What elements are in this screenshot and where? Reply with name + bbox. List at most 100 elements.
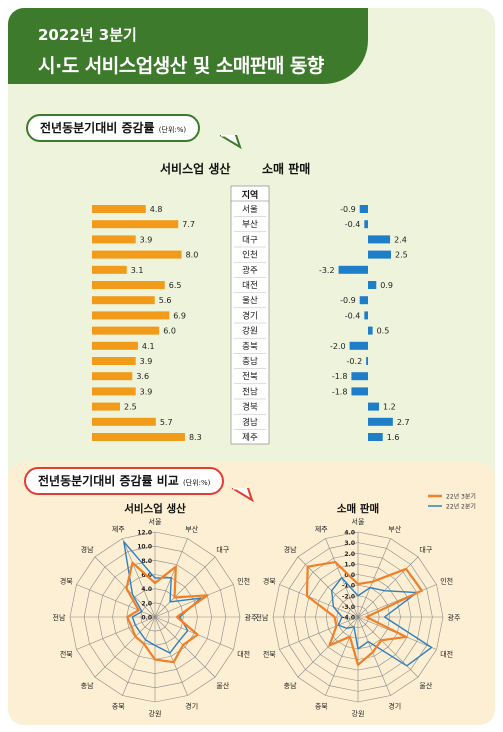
- retail-bar: [368, 402, 380, 411]
- retail-bar-value: 1.2: [383, 403, 396, 412]
- region-label: 경기: [242, 310, 258, 321]
- service-bar-value: 3.1: [131, 266, 144, 275]
- radar-category-label: 경북: [60, 576, 73, 585]
- service-bar-value: 3.6: [136, 372, 149, 381]
- radar-category-label: 광주: [448, 614, 461, 622]
- retail-bar: [368, 281, 377, 289]
- section1-title: 전년동분기대비 증감률: [40, 121, 155, 135]
- radar-category-label: 강원: [352, 709, 365, 718]
- radar-category-label: 경기: [388, 702, 401, 711]
- region-label: 대전: [242, 280, 258, 291]
- service-bar-value: 2.5: [124, 403, 137, 412]
- radar-spoke: [154, 616, 216, 678]
- retail-bar-value: -1.8: [332, 372, 348, 381]
- retail-bar: [351, 387, 368, 396]
- retail-bar-value: 2.4: [394, 235, 407, 244]
- radar-spoke: [357, 538, 391, 618]
- radar-series-line: [331, 577, 433, 667]
- section1-title-bubble: 전년동분기대비 증감률 (단위:%): [26, 114, 201, 142]
- radar-category-label: 강원: [149, 709, 162, 718]
- region-label: 부산: [242, 219, 258, 230]
- retail-bar: [349, 341, 368, 350]
- service-bar: [92, 205, 146, 213]
- radar-spoke: [154, 556, 216, 618]
- service-bar: [92, 265, 127, 274]
- radar-tick-label: 3.0: [344, 540, 355, 547]
- radar-spoke: [154, 616, 188, 696]
- retail-bar: [368, 235, 391, 244]
- service-bar-value: 6.0: [163, 327, 176, 336]
- radar-tick-label: 2.0: [344, 551, 355, 558]
- radar-category-label: 제주: [112, 525, 125, 533]
- radar-category-label: 전북: [263, 650, 276, 659]
- service-bar: [92, 341, 138, 350]
- radar-spoke: [297, 616, 359, 678]
- service-bar: [92, 357, 136, 365]
- service-bar: [92, 235, 136, 244]
- service-bar-value: 4.8: [150, 205, 163, 214]
- service-bar: [92, 220, 179, 229]
- radar-category-label: 충북: [112, 702, 125, 711]
- region-label: 전남: [242, 386, 258, 397]
- radar-spoke: [94, 616, 156, 678]
- retail-bar: [364, 311, 368, 320]
- service-bar-value: 5.7: [160, 418, 173, 427]
- retail-bar-value: -0.2: [347, 357, 363, 366]
- retail-bar: [366, 357, 368, 365]
- service-bar: [92, 250, 182, 259]
- radar-spoke: [122, 616, 156, 696]
- radar-spoke: [76, 616, 156, 650]
- service-bar: [92, 417, 156, 426]
- radar-category-label: 제주: [315, 525, 328, 533]
- legend-q2-label: 22년 2분기: [446, 503, 476, 511]
- retail-bar-value: -0.4: [345, 311, 361, 320]
- radar-tick-label: 12.0: [137, 530, 152, 537]
- radar-spoke: [357, 584, 437, 618]
- radar-category-label: 경북: [263, 576, 276, 585]
- service-bar-value: 4.1: [142, 342, 155, 351]
- radar-category-label: 서울: [149, 517, 162, 526]
- service-bar-value: 6.9: [173, 311, 186, 320]
- retail-bar: [368, 417, 393, 426]
- region-label: 경북: [242, 402, 258, 413]
- radar-spoke: [357, 616, 391, 696]
- radar-category-label: 부산: [388, 524, 401, 533]
- service-bar: [92, 326, 160, 335]
- retail-bar: [368, 326, 373, 335]
- retail-column-title: 소매 판매: [262, 162, 311, 176]
- radar-tick-label: -4.0: [342, 615, 355, 622]
- retail-bar-value: -0.9: [340, 296, 356, 305]
- radar-category-label: 울산: [419, 681, 432, 690]
- region-label: 강원: [242, 326, 258, 337]
- radar-title: 서비스업 생산: [124, 502, 186, 515]
- retail-bar-value: 2.5: [395, 251, 408, 260]
- radar-category-label: 충북: [315, 702, 328, 711]
- radar-title: 소매 판매: [337, 502, 379, 515]
- retail-bar: [359, 205, 368, 213]
- radar-tick-label: -2.0: [342, 593, 355, 600]
- radar-spoke: [94, 556, 156, 618]
- radar-spoke: [122, 538, 156, 618]
- section2-unit: (단위:%): [183, 479, 211, 487]
- page-header: 2022년 3분기 시·도 서비스업생산 및 소매판매 동향: [8, 8, 368, 84]
- section1-bubble-tail: [220, 135, 242, 149]
- section2-bubble-tail: [232, 488, 254, 502]
- radar-tick-label: 4.0: [344, 530, 355, 537]
- retail-bar: [368, 433, 383, 441]
- radar-spoke: [279, 584, 359, 618]
- radar-category-label: 충남: [284, 681, 297, 690]
- retail-bar-value: 0.9: [380, 281, 393, 290]
- radar-series-line: [123, 541, 202, 654]
- retail-bar-value: -2.0: [330, 342, 346, 351]
- retail-bar-value: 0.5: [377, 327, 390, 336]
- radar-category-label: 전남: [256, 613, 269, 622]
- radar-category-label: 대구: [419, 546, 432, 554]
- region-label: 제주: [242, 433, 258, 443]
- radar-category-label: 대전: [237, 650, 250, 659]
- region-label: 경남: [242, 417, 258, 428]
- radar-category-label: 서울: [352, 517, 365, 526]
- region-label: 광주: [242, 265, 258, 276]
- service-bar-value: 8.0: [186, 251, 199, 260]
- radar-tick-label: -3.0: [342, 604, 355, 611]
